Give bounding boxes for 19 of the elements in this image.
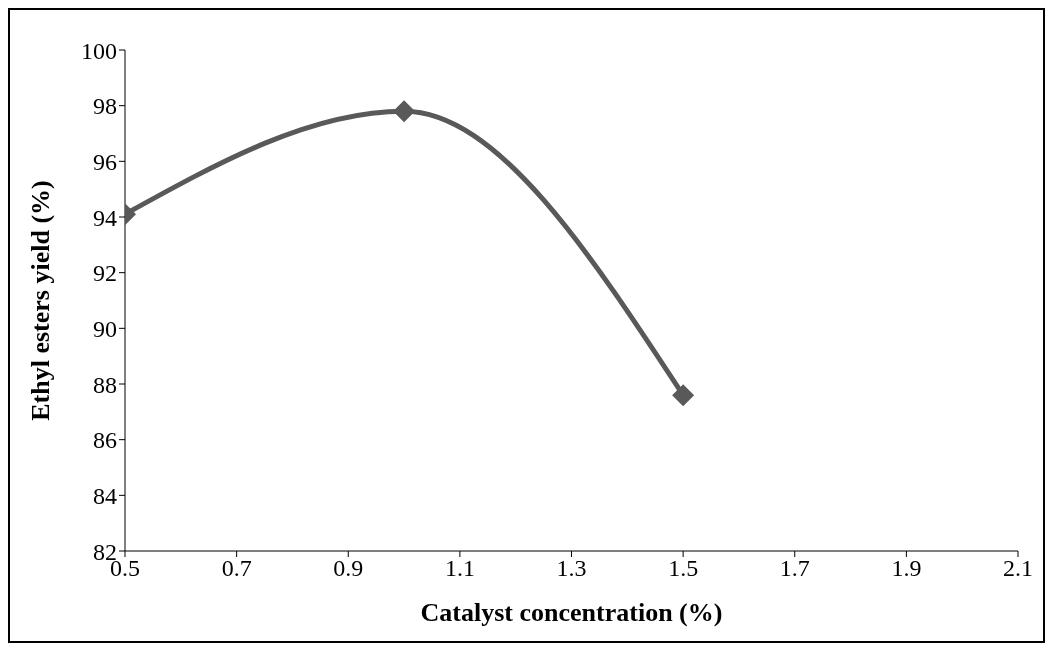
y-tick-label: 90 [93, 315, 117, 342]
y-tick-label: 98 [93, 93, 117, 120]
y-tick-label: 92 [93, 260, 117, 287]
x-tick-label: 1.1 [444, 555, 475, 582]
x-tick-label: 0.7 [221, 555, 252, 582]
x-tick-label: 2.1 [1003, 555, 1033, 582]
y-tick-label: 94 [93, 204, 117, 231]
x-axis-title: Catalyst concentration (%) [420, 598, 723, 627]
x-tick-label: 1.5 [668, 555, 699, 582]
y-tick-label: 100 [81, 37, 117, 64]
y-tick-label: 84 [93, 482, 117, 509]
x-tick-label: 1.7 [779, 555, 810, 582]
y-tick-label: 96 [93, 148, 117, 175]
x-tick-label: 0.9 [333, 555, 364, 582]
x-tick-label: 1.9 [891, 555, 922, 582]
y-axis-title: Ethyl esters yield (%) [26, 180, 56, 421]
y-tick-label: 86 [93, 427, 117, 454]
y-tick-label: 88 [93, 371, 117, 398]
x-tick-label: 1.3 [556, 555, 587, 582]
